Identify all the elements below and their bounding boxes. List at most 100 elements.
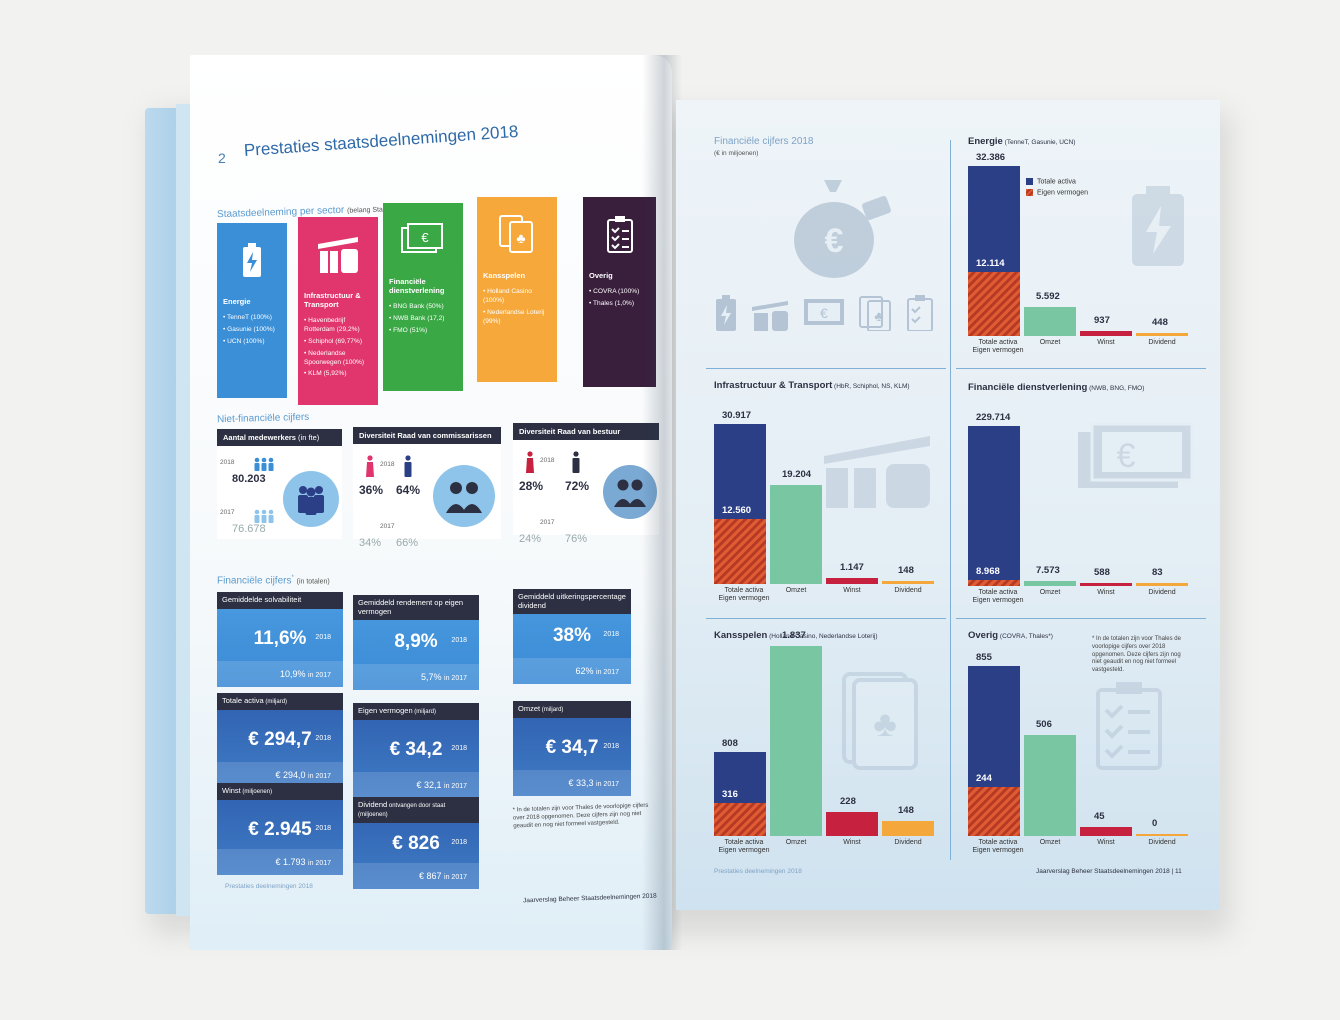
left-note: * In de totalen zijn voor Thales de voor…	[512, 802, 649, 830]
fin-card-year: 2018	[315, 634, 331, 641]
right-page-title: Financiële cijfers 2018	[714, 136, 814, 147]
category-label: Totale activa Eigen vermogen	[972, 839, 1024, 855]
label-dividend: 148	[898, 804, 914, 816]
label-total-assets: 808	[722, 738, 738, 750]
category-label: Dividend	[1148, 339, 1176, 346]
label-winst: 1.147	[840, 562, 864, 574]
page-number: 2	[218, 150, 226, 166]
sector-member: • COVRA (100%)	[589, 288, 640, 295]
fin-card-year: 2018	[451, 839, 467, 846]
label-equity: 316	[722, 789, 738, 801]
sector-member: • Schiphol (69,77%)	[304, 337, 363, 345]
banknotes-icon: €	[389, 209, 457, 271]
sector-tile-1: Infrastructuur & Transport • Havenbedrijf…	[298, 217, 378, 405]
category-label: Winst	[1097, 339, 1115, 346]
label-total-assets: 32.386	[976, 152, 1006, 163]
male-icon	[572, 451, 580, 473]
chart-title: Kansspelen (Holland Casino, Nederlandse …	[714, 630, 878, 641]
money-bag-icon: €	[794, 180, 891, 278]
fin-card-value: 8,9%	[394, 631, 438, 652]
vertical-divider	[950, 140, 951, 860]
fin-card-previous: € 32,1 in 2017	[416, 780, 468, 790]
category-label: Omzet	[785, 839, 807, 846]
bar-equity	[714, 519, 766, 584]
label-total-assets: 855	[976, 652, 992, 663]
horizontal-divider	[706, 368, 946, 369]
label-equity: 8.968	[976, 565, 1000, 577]
bar-winst	[826, 812, 878, 836]
fin-card: Winst (miljoenen) € 2.945 2018 € 1.793 in 2…	[217, 783, 343, 875]
directors-female-2017: 24%	[519, 533, 542, 545]
legend-total-assets: Totale activa	[1026, 178, 1076, 185]
sector-name: Kansspelen	[483, 271, 526, 280]
label-dividend: 83	[1152, 567, 1163, 578]
fin-card: Gemiddeld uitkeringspercentage dividend 3…	[513, 589, 631, 684]
bar-dividend	[1136, 333, 1188, 336]
fin-card-previous: € 1.793 in 2017	[275, 857, 332, 867]
label-winst: 45	[1094, 811, 1105, 823]
commissioners-title: Diversiteit Raad van commissarissen	[353, 427, 501, 444]
category-label: Dividend	[1148, 589, 1176, 596]
fin-card: Gemiddeld rendement op eigen vermogen 8,9…	[353, 595, 479, 690]
transport-icon	[814, 430, 934, 515]
category-label: Omzet	[1039, 589, 1061, 596]
category-label: Winst	[843, 839, 861, 846]
svg-text:♣: ♣	[874, 308, 883, 324]
label-winst: 588	[1094, 567, 1110, 578]
category-label: Totale activa Eigen vermogen	[972, 589, 1024, 605]
clipboard-icon	[589, 203, 650, 265]
right-footer-left: Prestaties deelnemingen 2018	[714, 868, 802, 875]
sector-member: • Gasunie (100%)	[223, 325, 275, 333]
fin-card-title: Omzet (miljard)	[513, 701, 631, 718]
horizontal-divider	[956, 618, 1206, 619]
sector-member: • KLM (5,92%)	[304, 370, 347, 378]
bar-equity	[714, 803, 766, 836]
label-omzet: 506	[1036, 719, 1052, 731]
bar-equity	[968, 272, 1020, 336]
male-icon	[404, 455, 412, 477]
battery-icon	[223, 229, 281, 291]
employees-year-2017: 2017	[220, 509, 235, 516]
fin-card-title: Totale activa (miljard)	[217, 693, 343, 710]
category-label: Winst	[843, 587, 861, 594]
sector-member: • UCN (100%)	[223, 337, 265, 345]
couple-circle-icon	[433, 465, 495, 527]
right-note: * In de totalen zijn voor Thales de voor…	[1092, 636, 1181, 674]
cards-icon: ♣	[859, 296, 891, 331]
group-circle-icon	[283, 471, 339, 527]
people-icon	[254, 457, 274, 471]
sector-member: • TenneT (100%)	[223, 314, 272, 321]
fin-card-title: Gemiddeld uitkeringspercentage dividend	[513, 589, 631, 615]
category-label: Omzet	[1039, 839, 1061, 846]
right-footer-right: Jaarverslag Beheer Staatsdeelnemingen 20…	[1036, 868, 1182, 875]
sector-member: • Nederlandse Spoorwegen (100%)	[304, 349, 365, 366]
bar-dividend	[882, 581, 934, 584]
sector-tile-2: € Financiële dienstverlening • BNG Bank (5…	[383, 203, 463, 391]
fin-card-year: 2018	[315, 735, 331, 742]
book-page-edges	[176, 104, 194, 916]
fin-card-previous: € 867 in 2017	[419, 871, 467, 881]
label-omzet: 5.592	[1036, 290, 1060, 302]
category-label: Dividend	[1148, 839, 1176, 846]
bar-omzet	[1024, 580, 1076, 586]
svg-text:€: €	[825, 222, 844, 260]
fin-card: Totale activa (miljard) € 294,7 2018 € 294,…	[217, 693, 343, 788]
banknotes-icon: €	[804, 299, 844, 325]
fin-heading: Financiële cijfers* (in totalen)	[217, 575, 330, 587]
sector-tile-4: Overig • COVRA (100%) • Thales (1,0%)	[583, 197, 656, 387]
category-label: Totale activa Eigen vermogen	[718, 839, 770, 855]
label-equity: 244	[976, 773, 992, 785]
svg-text:€: €	[1117, 437, 1136, 475]
bar-winst	[826, 578, 878, 584]
fin-card-previous: 5,7% in 2017	[421, 672, 467, 682]
category-label: Omzet	[785, 587, 807, 594]
banknotes-icon: €	[1076, 422, 1196, 497]
commissioners-card: Diversiteit Raad van commissarissen 2018…	[353, 427, 501, 549]
fin-card-value: € 2.945	[248, 819, 312, 840]
clipboard-icon	[1094, 680, 1164, 775]
fin-card-year: 2018	[603, 631, 619, 638]
right-page-subtitle: (€ in miljoenen)	[714, 150, 759, 157]
svg-text:€: €	[820, 305, 828, 321]
sector-name: Energie	[223, 297, 251, 306]
people-icon	[254, 509, 274, 523]
